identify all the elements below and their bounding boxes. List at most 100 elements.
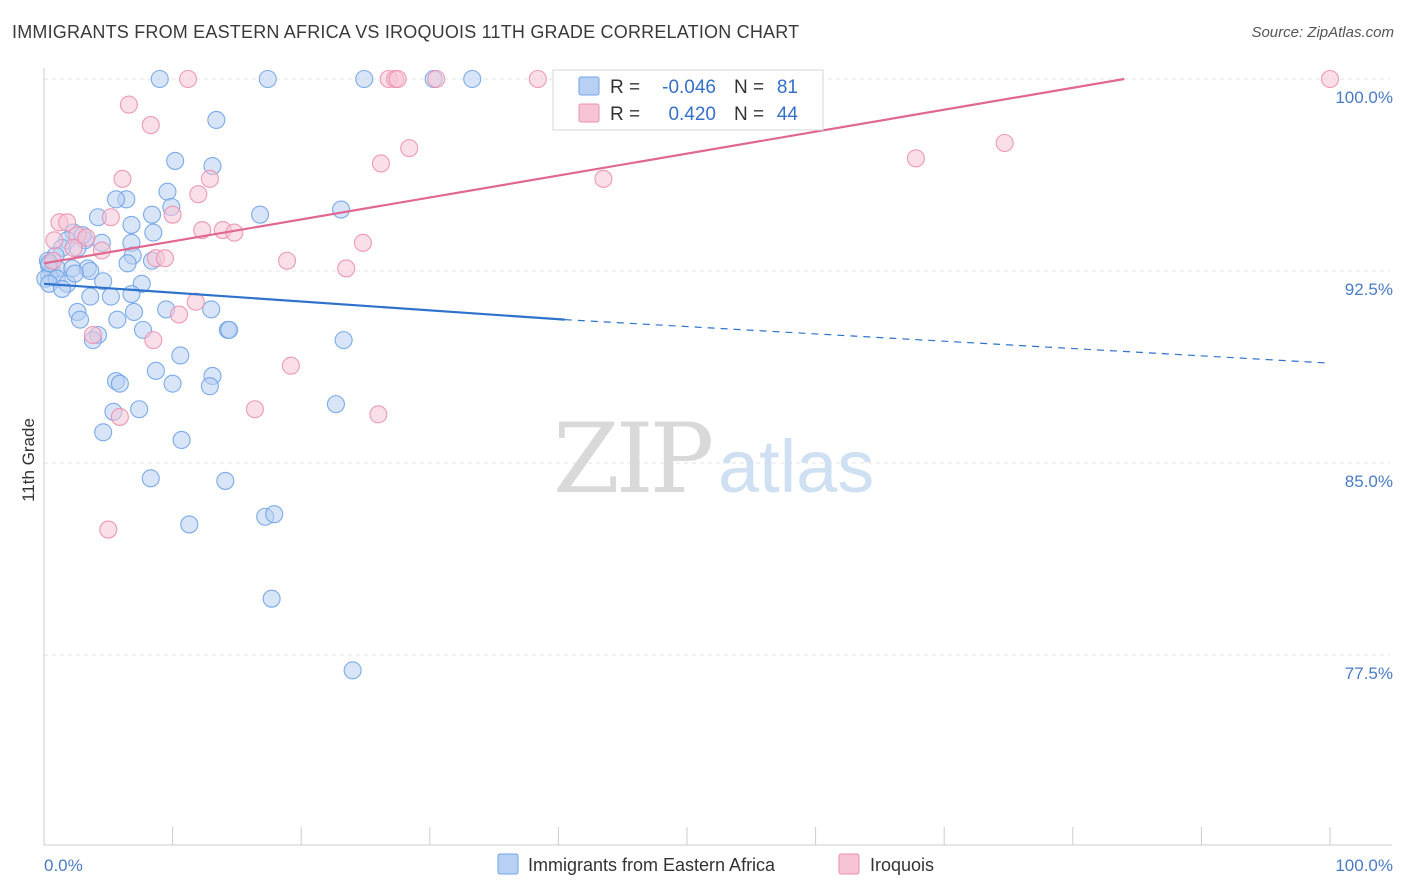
point-blue-24	[144, 223, 163, 242]
watermark: ZIP atlas	[553, 403, 874, 515]
y-tick-label-3: 77.5%	[1345, 664, 1393, 683]
point-pink-40	[369, 405, 388, 424]
point-blue-65	[200, 377, 219, 396]
point-blue-14	[332, 200, 351, 219]
point-blue-70	[172, 430, 191, 450]
point-pink-4	[427, 69, 446, 89]
point-blue-10	[106, 190, 126, 209]
point-pink-41	[110, 407, 129, 426]
point-blue-41	[94, 272, 113, 291]
point-blue-72	[216, 471, 235, 490]
point-pink-20	[58, 213, 77, 232]
point-blue-66	[326, 395, 345, 414]
point-pink-3	[388, 69, 407, 89]
point-blue-12	[142, 205, 162, 224]
point-blue-76	[262, 589, 281, 608]
point-pink-37	[144, 331, 163, 350]
point-blue-5	[207, 110, 226, 130]
point-blue-79	[65, 264, 84, 283]
point-pink-15	[594, 169, 613, 188]
point-pink-32	[278, 251, 297, 270]
legend-swatch-blue	[497, 853, 519, 875]
stats-box: R = -0.046 N = 81 R = 0.420 N = 44	[552, 69, 824, 131]
stats-r-label-0: R =	[610, 77, 640, 98]
legend-swatch-pink	[838, 853, 860, 875]
source-credit: Source: ZipAtlas.com	[1251, 24, 1394, 41]
point-blue-6	[166, 151, 185, 170]
point-pink-16	[189, 185, 208, 204]
point-blue-16	[122, 215, 141, 234]
point-blue-55	[220, 320, 239, 339]
point-pink-6	[1320, 69, 1340, 89]
point-blue-2	[355, 69, 374, 89]
point-blue-77	[343, 661, 362, 680]
point-blue-73	[180, 515, 199, 534]
point-pink-10	[400, 139, 419, 158]
point-pink-33	[337, 259, 356, 278]
y-tick-label-2: 85.0%	[1345, 472, 1393, 491]
point-pink-7	[119, 95, 138, 114]
point-pink-26	[45, 231, 64, 250]
point-pink-28	[64, 238, 83, 258]
point-blue-13	[250, 205, 270, 224]
x-tick-labels: 0.0% 100.0%	[44, 856, 1393, 875]
point-blue-4	[463, 69, 482, 89]
point-pink-17	[163, 205, 182, 224]
point-blue-63	[163, 374, 182, 393]
trend-line-blue-dashed	[564, 319, 1331, 364]
stats-swatch-pink	[578, 103, 600, 123]
point-pink-12	[906, 149, 925, 168]
x-tick-label-1: 100.0%	[1335, 856, 1393, 875]
point-pink-18	[101, 208, 120, 227]
stats-n-label-0: N =	[734, 77, 764, 98]
trend-lines	[43, 77, 1331, 364]
point-blue-48	[124, 302, 144, 322]
watermark-atlas: atlas	[718, 425, 874, 508]
point-blue-44	[101, 287, 120, 306]
grid-lines	[44, 78, 1390, 656]
point-blue-67	[130, 400, 149, 419]
point-blue-58	[334, 331, 353, 350]
trend-line-pink	[43, 77, 1125, 265]
point-blue-0	[150, 69, 169, 89]
watermark-zip: ZIP	[553, 403, 712, 515]
point-pink-29	[92, 241, 111, 260]
point-pink-34	[186, 292, 205, 311]
stats-r-value-0: -0.046	[662, 77, 716, 98]
stats-n-value-0: 81	[777, 77, 798, 98]
legend: Immigrants from Eastern Africa Iroquois	[497, 853, 934, 875]
y-tick-label-1: 92.5%	[1345, 280, 1393, 299]
point-pink-13	[113, 169, 132, 188]
stats-r-value-1: 0.420	[668, 104, 716, 125]
point-blue-1	[258, 69, 277, 89]
point-pink-39	[245, 400, 264, 419]
point-pink-21	[193, 220, 212, 240]
axes	[43, 68, 1392, 846]
stats-swatch-blue	[578, 76, 600, 96]
point-blue-59	[171, 346, 190, 365]
stats-r-label-1: R =	[610, 104, 640, 125]
chart-title: IMMIGRANTS FROM EASTERN AFRICA VS IROQUO…	[12, 22, 800, 42]
point-pink-25	[77, 228, 96, 247]
y-tick-label-0: 100.0%	[1335, 88, 1393, 107]
point-blue-46	[81, 287, 100, 306]
trend-line-blue	[43, 282, 565, 321]
data-points	[36, 69, 1340, 680]
x-tick-label-0: 0.0%	[44, 856, 83, 875]
point-blue-69	[94, 423, 113, 442]
point-pink-9	[995, 133, 1014, 153]
y-axis-label: 11th Grade	[19, 418, 38, 502]
point-pink-11	[371, 154, 390, 173]
point-pink-35	[169, 305, 189, 324]
point-blue-51	[70, 310, 90, 329]
point-pink-38	[281, 356, 300, 375]
point-blue-45	[122, 284, 141, 304]
stats-n-label-1: N =	[734, 104, 764, 125]
point-blue-28	[118, 254, 137, 273]
point-blue-71	[141, 469, 160, 488]
point-blue-75	[265, 505, 284, 524]
point-pink-5	[528, 69, 547, 89]
legend-label-blue: Immigrants from Eastern Africa	[528, 855, 776, 875]
point-pink-8	[141, 116, 160, 135]
